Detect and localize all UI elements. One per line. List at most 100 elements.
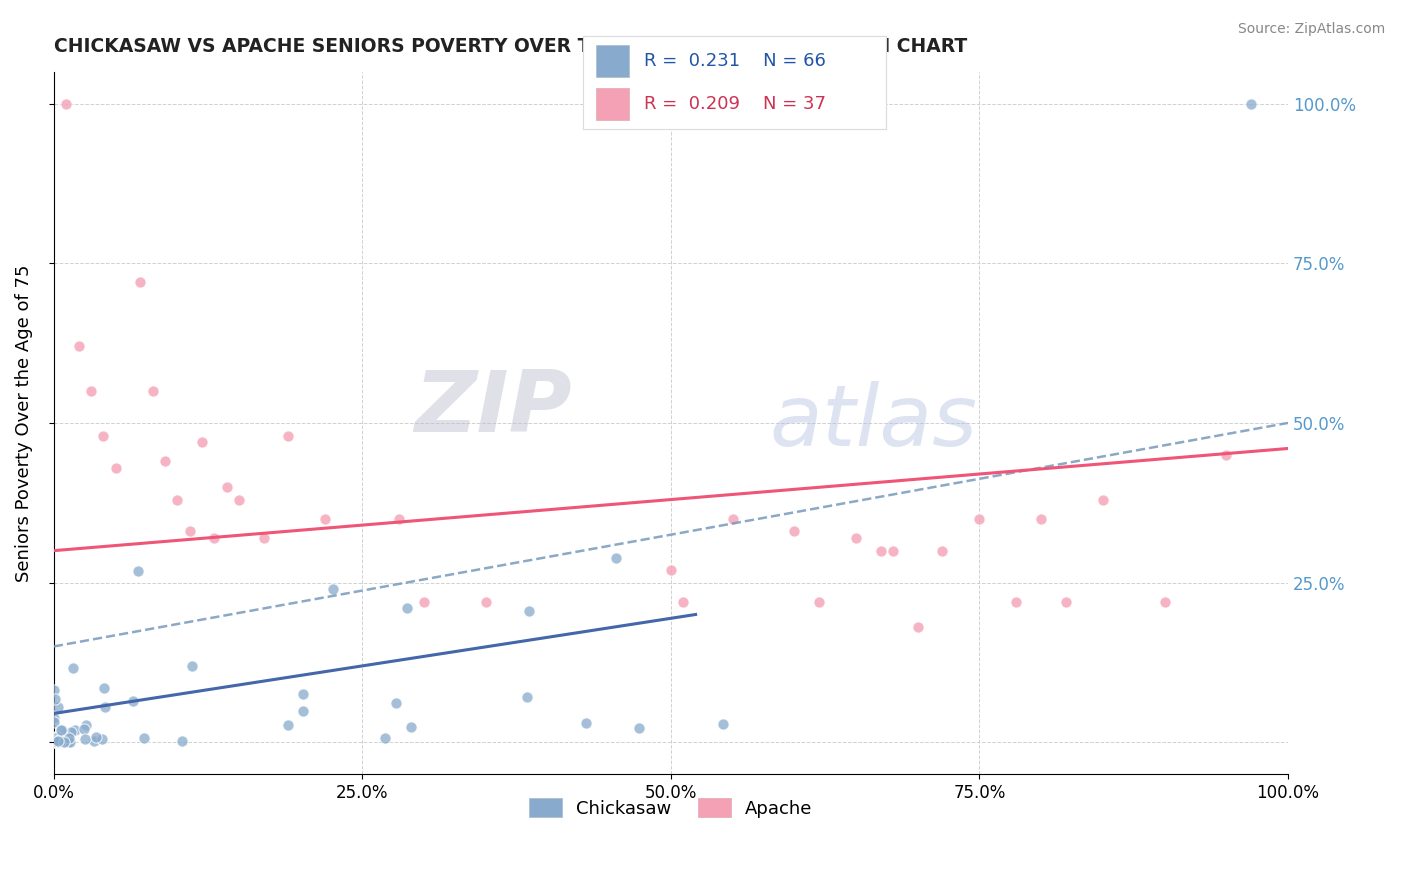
Point [181, 659, 204, 673]
Point [55, 727, 77, 741]
Point [322, 582, 344, 597]
Point [228, 492, 250, 507]
Point [277, 718, 299, 732]
Point [48, 732, 70, 747]
Point [42, 731, 65, 745]
Point [44, 731, 66, 746]
Point [73, 722, 96, 736]
Point [170, 734, 193, 748]
Point [845, 531, 868, 545]
Point [1215, 448, 1237, 462]
Legend: Chickasaw, Apache: Chickasaw, Apache [522, 790, 820, 825]
Point [314, 512, 336, 526]
Point [53, 735, 76, 749]
Point [42, 731, 65, 746]
Point [202, 531, 225, 545]
Point [42, 731, 65, 746]
Point [48, 734, 70, 748]
Point [385, 696, 408, 710]
Point [86, 730, 108, 744]
Point [191, 435, 214, 450]
Point [91, 428, 114, 442]
Point [291, 687, 314, 701]
Point [721, 512, 744, 526]
Point [179, 524, 201, 539]
Point [153, 454, 176, 468]
Point [907, 620, 929, 634]
Point [277, 428, 299, 442]
Point [58, 731, 80, 746]
Point [94, 699, 117, 714]
Point [56, 735, 79, 749]
Point [121, 694, 143, 708]
Point [42, 732, 65, 747]
Point [51, 723, 73, 737]
Point [49, 731, 72, 745]
Text: CHICKASAW VS APACHE SENIORS POVERTY OVER THE AGE OF 75 CORRELATION CHART: CHICKASAW VS APACHE SENIORS POVERTY OVER… [53, 37, 967, 56]
Point [80, 384, 103, 398]
Point [1091, 492, 1114, 507]
Point [75, 718, 97, 732]
Point [627, 721, 650, 735]
Point [51, 723, 73, 738]
Point [46, 730, 69, 744]
Point [62, 661, 84, 675]
Point [45, 735, 67, 749]
Point [215, 480, 238, 494]
Point [42, 731, 65, 746]
Point [1031, 512, 1053, 526]
Point [60, 725, 83, 739]
Text: Source: ZipAtlas.com: Source: ZipAtlas.com [1237, 22, 1385, 37]
Point [49, 735, 72, 749]
Point [659, 563, 682, 577]
Point [253, 531, 276, 545]
Point [67, 339, 90, 353]
Point [808, 595, 831, 609]
Point [931, 543, 953, 558]
Point [104, 460, 127, 475]
Text: R =  0.209    N = 37: R = 0.209 N = 37 [644, 95, 825, 113]
Point [55, 96, 77, 111]
Point [413, 595, 436, 609]
Point [1240, 96, 1263, 111]
Point [48, 732, 70, 747]
Point [44, 730, 66, 744]
Point [93, 681, 115, 696]
Point [42, 735, 65, 749]
Point [374, 731, 396, 745]
Point [783, 524, 806, 539]
Point [882, 543, 904, 558]
Point [1054, 595, 1077, 609]
Point [42, 711, 65, 725]
FancyBboxPatch shape [596, 45, 628, 77]
Point [46, 733, 69, 747]
Point [969, 512, 991, 526]
Point [475, 595, 498, 609]
Text: ZIP: ZIP [415, 368, 572, 450]
Point [55, 729, 77, 743]
Point [516, 690, 538, 705]
Point [292, 704, 315, 718]
FancyBboxPatch shape [596, 88, 628, 120]
Point [517, 604, 540, 618]
Point [605, 551, 627, 566]
Point [46, 699, 69, 714]
Point [73, 731, 96, 746]
Point [127, 564, 149, 578]
Point [63, 723, 86, 737]
Point [44, 692, 66, 706]
Point [44, 731, 66, 745]
Point [49, 733, 72, 747]
Point [575, 715, 598, 730]
Point [91, 732, 114, 747]
Point [44, 714, 66, 729]
Point [42, 734, 65, 748]
Point [166, 492, 188, 507]
Point [711, 716, 734, 731]
Point [53, 735, 76, 749]
Point [672, 595, 695, 609]
Point [142, 384, 165, 398]
Point [59, 735, 82, 749]
Text: atlas: atlas [769, 382, 977, 465]
Point [83, 734, 105, 748]
